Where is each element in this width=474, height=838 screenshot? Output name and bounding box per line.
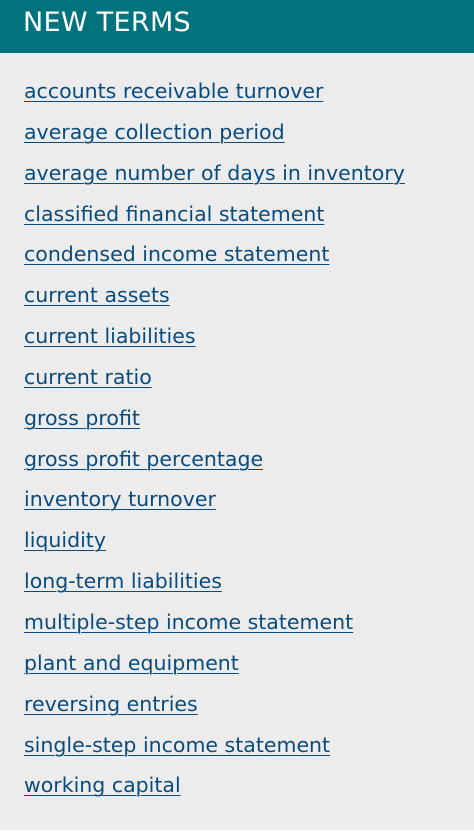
list-item: reversing entries — [24, 689, 474, 730]
list-item: current liabilities — [24, 321, 474, 362]
term-link-working-capital[interactable]: working capital — [24, 773, 181, 798]
list-item: long-term liabilities — [24, 566, 474, 607]
list-item: current ratio — [24, 362, 474, 403]
list-item: accounts receivable turnover — [24, 76, 474, 117]
list-item: classified financial statement — [24, 199, 474, 240]
list-item: gross profit — [24, 403, 474, 444]
term-link-current-liabilities[interactable]: current liabilities — [24, 324, 196, 349]
panel-header: NEW TERMS — [0, 0, 474, 53]
term-link-multiple-step-income-statement[interactable]: multiple-step income statement — [24, 609, 354, 634]
term-link-plant-and-equipment[interactable]: plant and equipment — [24, 650, 239, 675]
term-link-inventory-turnover[interactable]: inventory turnover — [24, 487, 216, 512]
list-item: inventory turnover — [24, 484, 474, 525]
term-link-condensed-income-statement[interactable]: condensed income statement — [24, 242, 330, 267]
term-link-classified-financial-statement[interactable]: classified financial statement — [24, 201, 325, 226]
list-item: single-step income statement — [24, 730, 474, 771]
term-link-liquidity[interactable]: liquidity — [24, 528, 106, 553]
list-item: liquidity — [24, 525, 474, 566]
term-link-gross-profit[interactable]: gross profit — [24, 405, 140, 430]
term-link-average-collection-period[interactable]: average collection period — [24, 119, 285, 144]
terms-list: accounts receivable turnover average col… — [0, 53, 474, 811]
term-link-single-step-income-statement[interactable]: single-step income statement — [24, 732, 331, 757]
list-item: working capital — [24, 770, 474, 811]
list-item: current assets — [24, 280, 474, 321]
list-item: average number of days in inventory — [24, 158, 474, 199]
list-item: gross profit percentage — [24, 444, 474, 485]
term-link-current-assets[interactable]: current assets — [24, 283, 170, 308]
list-item: multiple-step income statement — [24, 607, 474, 648]
term-link-gross-profit-percentage[interactable]: gross profit percentage — [24, 446, 264, 471]
term-link-current-ratio[interactable]: current ratio — [24, 364, 152, 389]
list-item: average collection period — [24, 117, 474, 158]
term-link-long-term-liabilities[interactable]: long-term liabilities — [24, 569, 222, 594]
list-item: condensed income statement — [24, 239, 474, 280]
term-link-accounts-receivable-turnover[interactable]: accounts receivable turnover — [24, 79, 324, 103]
term-link-reversing-entries[interactable]: reversing entries — [24, 691, 198, 716]
term-link-average-number-of-days-in-inventory[interactable]: average number of days in inventory — [24, 160, 405, 185]
list-item: plant and equipment — [24, 648, 474, 689]
panel-title: NEW TERMS — [23, 7, 191, 38]
